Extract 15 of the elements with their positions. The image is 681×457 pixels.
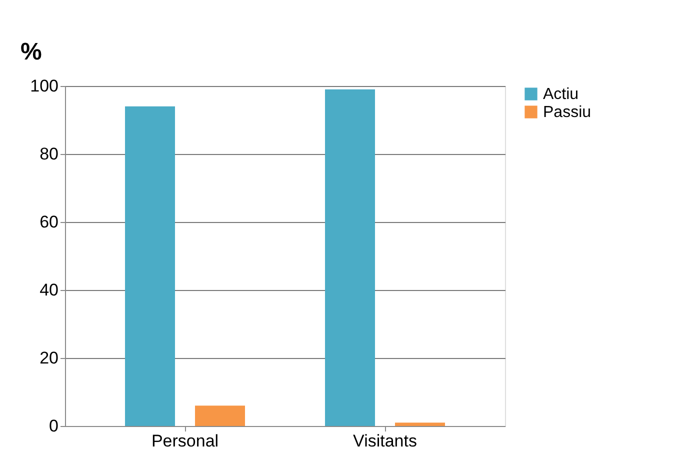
x-tick-label: Visitants [353, 432, 417, 450]
bar [125, 106, 175, 426]
bar [325, 89, 375, 426]
y-tick-label: 80 [40, 144, 58, 164]
x-tick-label: Personal [151, 432, 219, 450]
y-axis-title: % [20, 38, 42, 66]
y-tick-label: 100 [30, 76, 58, 96]
y-tick-label: 20 [40, 348, 58, 368]
legend-label: Passiu [543, 104, 592, 121]
y-tick-label: 60 [40, 212, 58, 232]
y-tick-label: 40 [40, 280, 58, 300]
bar [395, 422, 445, 426]
legend-label: Actiu [543, 86, 579, 103]
y-tick-label: 0 [49, 416, 58, 436]
bar [195, 406, 245, 426]
